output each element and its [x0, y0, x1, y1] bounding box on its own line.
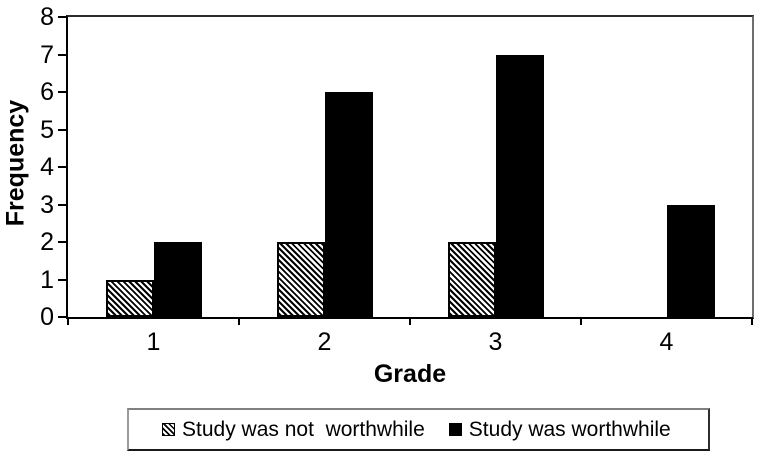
y-tick-label-5: 5: [40, 115, 54, 144]
y-tick-label-2: 2: [40, 228, 54, 256]
bar-series1-grade1: [105, 279, 154, 317]
y-axis-tick-7: [58, 53, 66, 56]
y-tick-label-1: 1: [40, 265, 54, 294]
x-axis-tick-4: [751, 317, 753, 325]
bar-series2-grade4: [666, 204, 715, 317]
bar-series2-grade3: [495, 54, 544, 317]
x-tick-label-1: 1: [146, 328, 161, 356]
plot-area: Grade 0 1 2 3 4 5 6 7 8 1 2 3 4: [40, 3, 754, 388]
y-axis-tick-2: [58, 241, 66, 243]
legend-item-worthwhile: Study was worthwhile: [448, 417, 671, 442]
y-axis-tick-6: [58, 91, 66, 93]
x-axis-tick-2: [409, 317, 411, 325]
y-tick-label-7: 7: [40, 40, 54, 69]
legend-label-not-worthwhile: Study was not worthwhile: [182, 417, 425, 441]
legend-item-not-worthwhile: Study was not worthwhile: [162, 418, 425, 442]
bar-series2-grade2: [324, 92, 373, 317]
y-tick-label-8: 8: [40, 3, 54, 31]
x-axis-tick-0: [67, 317, 69, 325]
solid-swatch-icon: [448, 423, 462, 436]
y-tick-label-4: 4: [40, 153, 54, 181]
x-axis-tick-1: [238, 317, 240, 325]
x-axis-title: Grade: [373, 360, 447, 388]
bar-series1-grade2: [276, 242, 325, 317]
y-axis-tick-3: [58, 203, 66, 206]
x-tick-label-3: 3: [488, 328, 503, 356]
x-tick-label-2: 2: [317, 328, 332, 356]
bar-series1-grade3: [447, 242, 496, 317]
y-tick-label-0: 0: [40, 303, 54, 331]
bar-series2-grade1: [153, 242, 202, 317]
hatched-swatch-icon: [162, 423, 175, 436]
y-axis-tick-5: [58, 128, 66, 131]
legend-label-worthwhile: Study was worthwhile: [468, 417, 671, 441]
y-tick-label-3: 3: [40, 190, 54, 219]
y-tick-label-6: 6: [40, 78, 54, 106]
y-axis-tick-4: [58, 166, 66, 168]
y-axis-tick-8: [58, 16, 66, 18]
y-axis-tick-1: [58, 278, 66, 281]
x-tick-label-4: 4: [659, 328, 674, 356]
x-axis-tick-3: [580, 317, 582, 325]
legend: Study was not worthwhile Study was worth…: [127, 408, 710, 451]
y-axis-tick-0: [58, 316, 66, 318]
